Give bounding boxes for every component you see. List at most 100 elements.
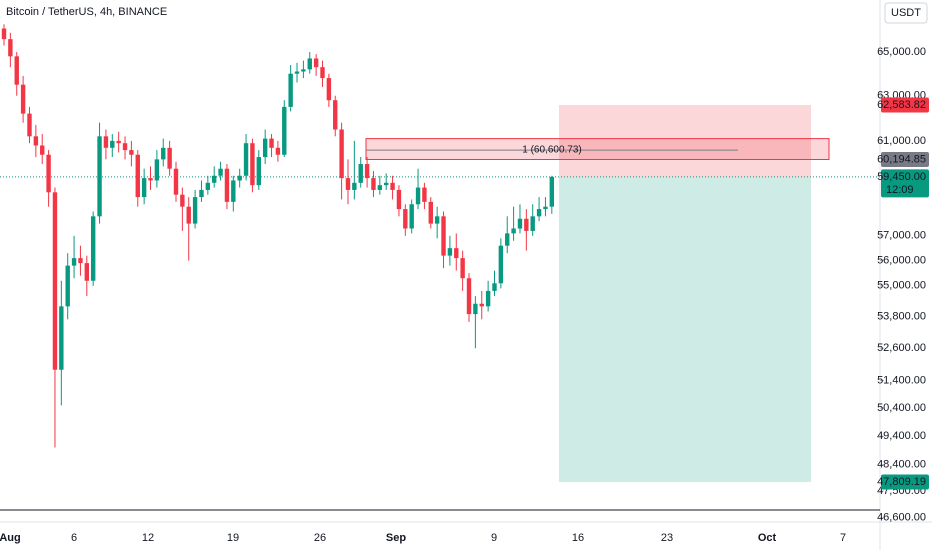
candle-body <box>161 147 166 160</box>
candle-body <box>434 216 440 224</box>
candle-body <box>524 218 529 231</box>
candle-body <box>8 39 13 57</box>
candle-body <box>498 245 504 284</box>
y-tick-label: 61,000.00 <box>877 135 926 147</box>
candle-body <box>20 84 26 114</box>
candle-body <box>473 303 478 315</box>
candle-body <box>384 182 389 186</box>
y-tick-label: 46,600.00 <box>877 512 926 524</box>
candle-body <box>46 154 51 193</box>
x-tick-label: 23 <box>661 532 673 544</box>
candle-body <box>224 168 230 202</box>
candle-body <box>205 182 211 190</box>
candle-body <box>180 194 185 207</box>
candle-body <box>186 206 191 224</box>
currency-label[interactable]: USDT <box>891 7 921 19</box>
price-tag-label: 47,809.19 <box>877 476 926 488</box>
candle-body <box>288 73 293 107</box>
candle-body <box>485 290 491 307</box>
candle-body <box>173 168 179 195</box>
candle-body <box>148 178 153 181</box>
x-tick-label: Oct <box>758 532 777 544</box>
candle-body <box>52 192 58 370</box>
candle-body <box>282 106 287 155</box>
candle-body <box>301 69 306 72</box>
candle-body <box>326 78 332 101</box>
candle-body <box>339 129 344 179</box>
candle-body <box>231 180 236 202</box>
candle-body <box>256 157 261 186</box>
price-tag <box>881 169 929 198</box>
y-tick-label: 51,400.00 <box>877 374 926 386</box>
candle-body <box>135 154 140 198</box>
y-tick-label: 55,000.00 <box>877 280 926 292</box>
candle-body <box>27 113 32 137</box>
candle-body <box>333 100 338 130</box>
price-tag-label: 62,583.82 <box>877 99 926 111</box>
x-tick-label: 26 <box>314 532 326 544</box>
candle-body <box>90 216 96 281</box>
candle-body <box>122 143 128 151</box>
candle-body <box>543 206 548 210</box>
candle-body <box>14 56 19 85</box>
candle-body <box>237 175 242 181</box>
countdown: 12:09 <box>886 184 914 196</box>
candle-body <box>390 182 395 190</box>
chart-title: Bitcoin / TetherUS, 4h, BINANCE <box>6 6 167 18</box>
y-tick-label: 53,800.00 <box>877 311 926 323</box>
candle-body <box>454 248 459 259</box>
y-tick-label: 56,000.00 <box>877 255 926 267</box>
price-tag <box>881 151 929 167</box>
x-tick-label: Aug <box>0 532 21 544</box>
candle-body <box>262 138 268 158</box>
range-box <box>365 138 830 160</box>
candle-body <box>530 216 535 231</box>
x-tick-label: 6 <box>71 532 77 544</box>
candle-body <box>78 258 83 264</box>
stop-zone <box>559 105 811 177</box>
price-tag-label: 59,450.00 <box>877 171 926 183</box>
candle-body <box>103 136 109 148</box>
candle-body <box>65 265 70 307</box>
candle-body <box>71 258 77 266</box>
candle-body <box>199 189 204 198</box>
candle-body <box>320 67 325 79</box>
candle-body <box>517 218 523 229</box>
candle-body <box>536 209 542 217</box>
candle-body <box>409 204 414 229</box>
candle-body <box>415 187 421 205</box>
x-tick-label: 9 <box>491 532 497 544</box>
candle-body <box>110 140 115 148</box>
candle-body <box>549 176 555 207</box>
target-zone <box>559 176 811 482</box>
candle-body <box>345 178 351 190</box>
candle-body <box>511 228 516 234</box>
candle-body <box>460 258 465 279</box>
candle-body <box>141 178 147 198</box>
currency-button[interactable] <box>884 2 928 24</box>
candle-body <box>422 187 427 202</box>
candle-body <box>212 175 217 183</box>
candle-body <box>275 147 281 155</box>
candle-body <box>192 197 198 224</box>
candle-body <box>447 248 453 256</box>
candle-body <box>84 263 90 281</box>
x-tick-label: 16 <box>572 532 584 544</box>
candle-body <box>396 189 402 210</box>
y-tick-label: 57,000.00 <box>877 230 926 242</box>
candle-body <box>59 306 64 370</box>
candle-body <box>250 143 255 186</box>
candle-body <box>294 71 300 74</box>
candle-body <box>218 168 223 176</box>
candle-body <box>313 58 319 68</box>
y-tick-label: 50,400.00 <box>877 402 926 414</box>
candle-body <box>505 233 510 246</box>
price-tag-label: 60,194.85 <box>877 153 926 165</box>
candle-body <box>243 143 249 176</box>
x-tick-label: Sep <box>386 532 406 544</box>
x-tick-label: 7 <box>840 532 846 544</box>
price-tag <box>881 474 929 490</box>
